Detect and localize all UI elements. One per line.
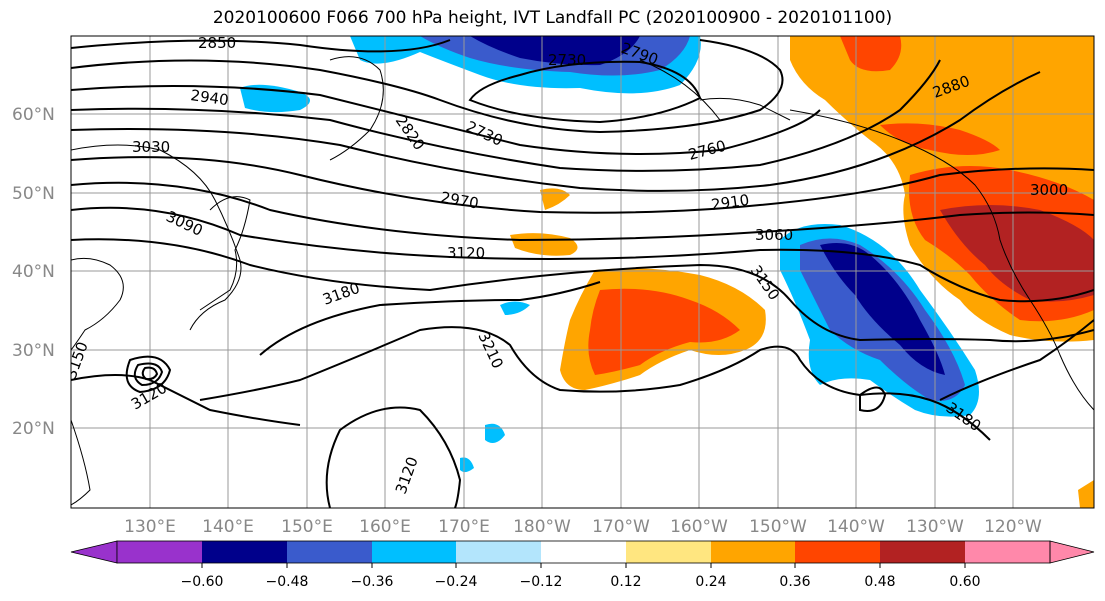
colorbar-tick-label: −0.24: [435, 574, 478, 590]
contour-label: 3060: [755, 226, 793, 244]
contour-label: 2850: [198, 34, 236, 52]
colorbar-segment: [202, 541, 288, 563]
lon-label: 150°W: [749, 517, 807, 537]
lon-label: 130°E: [124, 517, 176, 537]
colorbar-tick-label: −0.36: [351, 574, 394, 590]
lon-label: 170°W: [592, 517, 650, 537]
lon-label: 160°W: [670, 517, 728, 537]
contour-label: 3120: [447, 244, 485, 262]
lon-label: 130°W: [906, 517, 964, 537]
colorbar-segment: [456, 541, 542, 563]
contour-label: 2730: [548, 51, 586, 69]
lat-label: 30°N: [12, 341, 55, 361]
colorbar-arrow-right: [1049, 540, 1095, 564]
colorbar-segment: [795, 541, 881, 563]
lat-label: 40°N: [12, 262, 55, 282]
lat-label: 20°N: [12, 419, 55, 439]
contour-label: 2910: [710, 191, 750, 214]
map-frame: [70, 35, 1095, 509]
colorbar: −0.60 −0.48 −0.36 −0.24 −0.12 0.12 0.24 …: [70, 540, 1095, 590]
colorbar-segment: [117, 541, 203, 563]
lon-label: 160°E: [359, 517, 411, 537]
colorbar-tick-label: −0.48: [266, 574, 309, 590]
colorbar-tick-label: −0.12: [520, 574, 563, 590]
colorbar-segment: [372, 541, 458, 563]
height-contours: [71, 39, 1094, 508]
map-title: 2020100600 F066 700 hPa height, IVT Land…: [212, 8, 893, 28]
lat-label: 50°N: [12, 184, 55, 204]
lon-label: 140°E: [202, 517, 254, 537]
colorbar-tick-label: −0.60: [181, 574, 224, 590]
contour-label: 3030: [132, 138, 170, 156]
colorbar-segment: [287, 541, 373, 563]
colorbar-tick-label: 0.60: [949, 574, 980, 590]
lon-label: 120°W: [984, 517, 1042, 537]
lat-label: 60°N: [12, 105, 55, 125]
lon-label: 180°W: [513, 517, 571, 537]
colorbar-segment: [626, 541, 712, 563]
latitude-labels: 60°N 50°N 40°N 30°N 20°N: [12, 105, 55, 439]
colorbar-segment: [541, 541, 627, 563]
contour-label: 3000: [1030, 181, 1068, 199]
contour-label: 2940: [189, 86, 229, 109]
lon-label: 150°E: [281, 517, 333, 537]
longitude-labels: 130°E 140°E 150°E 160°E 170°E 180°W 170°…: [124, 517, 1042, 537]
colorbar-tick-label: 0.24: [695, 574, 726, 590]
colorbar-arrow-left: [70, 540, 118, 564]
colorbar-segment: [965, 541, 1051, 563]
colorbar-segment: [880, 541, 966, 563]
colorbar-tick-label: 0.36: [779, 574, 810, 590]
colorbar-tick-label: 0.12: [610, 574, 641, 590]
colorbar-tick-label: 0.48: [864, 574, 895, 590]
lon-label: 140°W: [827, 517, 885, 537]
colorbar-segment: [711, 541, 797, 563]
lon-label: 170°E: [438, 517, 490, 537]
